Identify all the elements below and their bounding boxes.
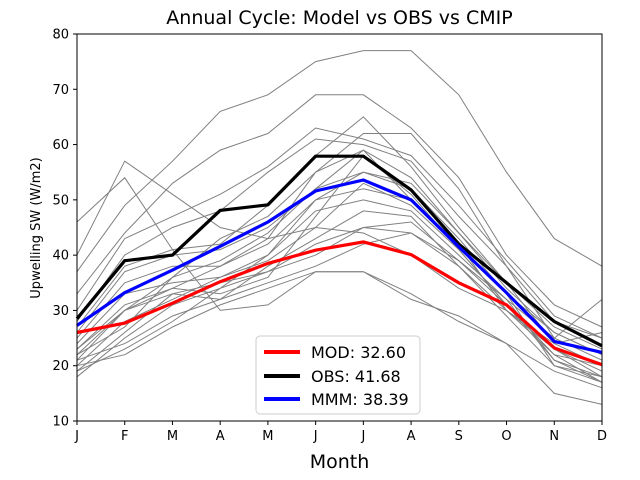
cmip-model-line-6 xyxy=(76,138,603,339)
cmip-model-line-15 xyxy=(76,210,603,378)
cmip-model-line-21 xyxy=(76,271,603,389)
x-tick-label: M xyxy=(262,429,273,444)
cmip-model-line-5 xyxy=(76,127,603,339)
y-tick-label: 20 xyxy=(52,359,69,374)
y-tick-label: 10 xyxy=(52,415,69,430)
y-tick-label: 80 xyxy=(52,28,69,43)
chart-title: Annual Cycle: Model vs OBS vs CMIP xyxy=(166,7,512,29)
cmip-model-line-11 xyxy=(76,149,603,367)
x-axis-label: Month xyxy=(310,451,370,473)
y-tick-label: 70 xyxy=(52,83,69,98)
y-axis-ticks: 10 20 30 40 50 60 70 80 xyxy=(52,28,77,430)
series-line-mmm xyxy=(76,178,603,354)
x-tick-label: A xyxy=(407,429,416,444)
series-line-obs xyxy=(75,154,603,348)
legend-label-obs: OBS: 41.68 xyxy=(311,367,401,386)
y-axis-label: Upwelling SW (W/m2) xyxy=(29,157,44,298)
cmip-model-line-19 xyxy=(76,171,603,350)
series-line-mod xyxy=(76,240,603,367)
x-tick-label: J xyxy=(74,429,79,444)
cmip-model-line-12 xyxy=(76,226,603,372)
x-tick-label: A xyxy=(216,429,225,444)
x-tick-label: M xyxy=(167,429,178,444)
cmip-model-line-8 xyxy=(76,149,603,356)
cmip-model-line-18 xyxy=(76,221,603,383)
x-tick-label: J xyxy=(360,429,365,444)
legend-label-mmm: MMM: 38.39 xyxy=(311,390,409,409)
cmip-model-line-2 xyxy=(76,160,603,383)
y-tick-label: 30 xyxy=(52,304,69,319)
cmip-model-line-4 xyxy=(76,94,603,328)
y-tick-label: 40 xyxy=(52,249,69,264)
x-tick-label: O xyxy=(501,429,511,444)
cmip-model-line-3 xyxy=(76,50,603,272)
x-tick-label: D xyxy=(597,429,607,444)
cmip-model-line-16 xyxy=(76,133,603,356)
y-tick-label: 50 xyxy=(52,193,69,208)
cmip-model-line-7 xyxy=(76,116,603,350)
highlight-series-lines xyxy=(75,154,603,367)
cmip-model-line-9 xyxy=(76,171,603,356)
x-tick-label: F xyxy=(121,429,128,444)
legend: MOD: 32.60 OBS: 41.68 MMM: 38.39 xyxy=(255,335,421,415)
legend-box xyxy=(255,335,421,415)
plot-frame xyxy=(76,33,603,422)
x-tick-label: N xyxy=(549,429,559,444)
x-tick-label: S xyxy=(455,429,463,444)
legend-label-mod: MOD: 32.60 xyxy=(311,343,406,362)
y-tick-label: 60 xyxy=(52,138,69,153)
cmip-model-line-20 xyxy=(76,188,603,383)
x-tick-label: J xyxy=(313,429,318,444)
